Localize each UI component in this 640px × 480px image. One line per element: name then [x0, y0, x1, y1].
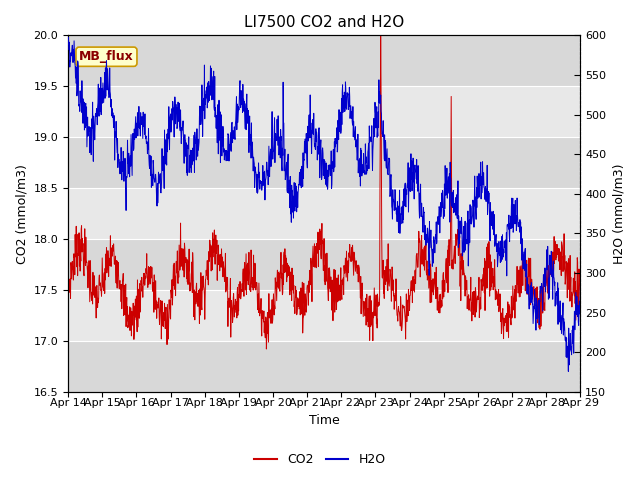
Bar [68, 188, 580, 239]
Text: MB_flux: MB_flux [79, 50, 134, 63]
Legend: CO2, H2O: CO2, H2O [250, 448, 390, 471]
Title: LI7500 CO2 and H2O: LI7500 CO2 and H2O [244, 15, 404, 30]
Bar [68, 86, 580, 137]
Y-axis label: CO2 (mmol/m3): CO2 (mmol/m3) [15, 164, 28, 264]
X-axis label: Time: Time [309, 414, 340, 427]
Bar [68, 290, 580, 341]
Y-axis label: H2O (mmol/m3): H2O (mmol/m3) [612, 163, 625, 264]
